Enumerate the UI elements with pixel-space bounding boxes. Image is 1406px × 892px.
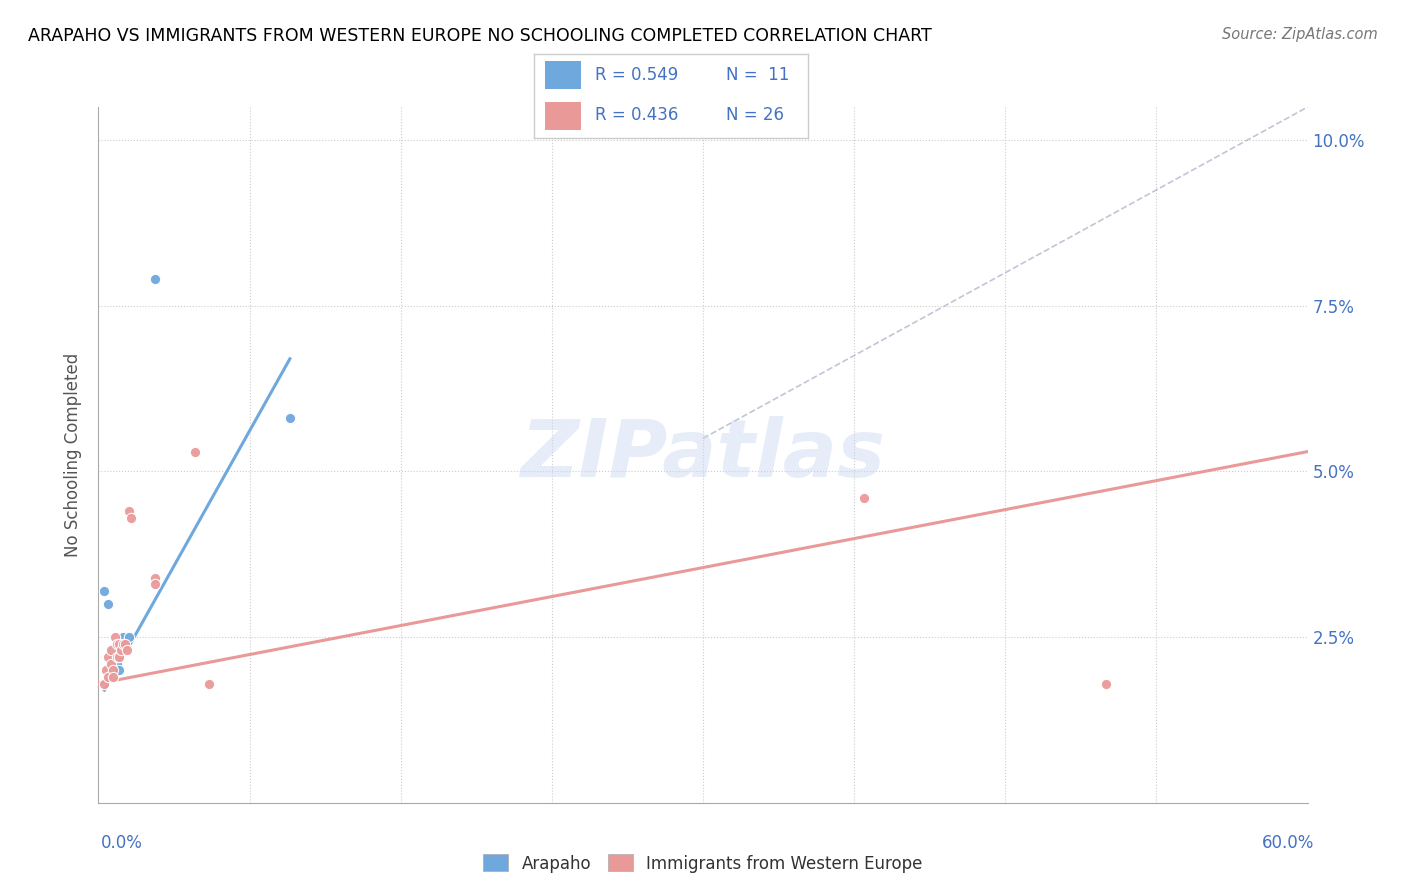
Y-axis label: No Schooling Completed: No Schooling Completed	[65, 353, 83, 557]
Text: N = 26: N = 26	[725, 106, 785, 124]
Text: 0.0%: 0.0%	[101, 834, 143, 852]
Point	[105, 657, 128, 671]
Point	[114, 637, 136, 651]
Point	[101, 670, 124, 684]
Point	[278, 411, 301, 425]
Text: R = 0.436: R = 0.436	[595, 106, 678, 124]
Point	[96, 663, 118, 677]
Point	[93, 583, 115, 598]
Text: Source: ZipAtlas.com: Source: ZipAtlas.com	[1222, 27, 1378, 42]
Point	[107, 650, 129, 665]
Point	[97, 650, 120, 665]
Text: ARAPAHO VS IMMIGRANTS FROM WESTERN EUROPE NO SCHOOLING COMPLETED CORRELATION CHA: ARAPAHO VS IMMIGRANTS FROM WESTERN EUROP…	[28, 27, 932, 45]
Text: N =  11: N = 11	[725, 66, 790, 84]
Point	[143, 272, 166, 286]
Point	[101, 650, 124, 665]
Point	[143, 570, 166, 584]
Point	[198, 676, 221, 690]
Point	[101, 663, 124, 677]
Point	[97, 670, 120, 684]
FancyBboxPatch shape	[546, 102, 581, 130]
Point	[107, 663, 129, 677]
Text: 60.0%: 60.0%	[1263, 834, 1315, 852]
Point	[97, 597, 120, 611]
Point	[184, 444, 207, 458]
Point	[120, 511, 142, 525]
Point	[118, 504, 141, 518]
Text: R = 0.549: R = 0.549	[595, 66, 678, 84]
Point	[115, 643, 138, 657]
Point	[100, 657, 122, 671]
Point	[105, 637, 128, 651]
Point	[110, 643, 132, 657]
Point	[107, 650, 129, 665]
Point	[93, 676, 115, 690]
Point	[111, 637, 134, 651]
FancyBboxPatch shape	[546, 62, 581, 89]
Point	[103, 663, 125, 677]
Text: ZIPatlas: ZIPatlas	[520, 416, 886, 494]
Point	[107, 637, 129, 651]
Point	[1095, 676, 1118, 690]
Point	[105, 650, 128, 665]
Point	[100, 643, 122, 657]
Legend: Arapaho, Immigrants from Western Europe: Arapaho, Immigrants from Western Europe	[477, 847, 929, 880]
Point	[105, 650, 128, 665]
Point	[143, 577, 166, 591]
Point	[103, 630, 125, 644]
Point	[118, 630, 141, 644]
Point	[111, 630, 134, 644]
Point	[853, 491, 876, 505]
